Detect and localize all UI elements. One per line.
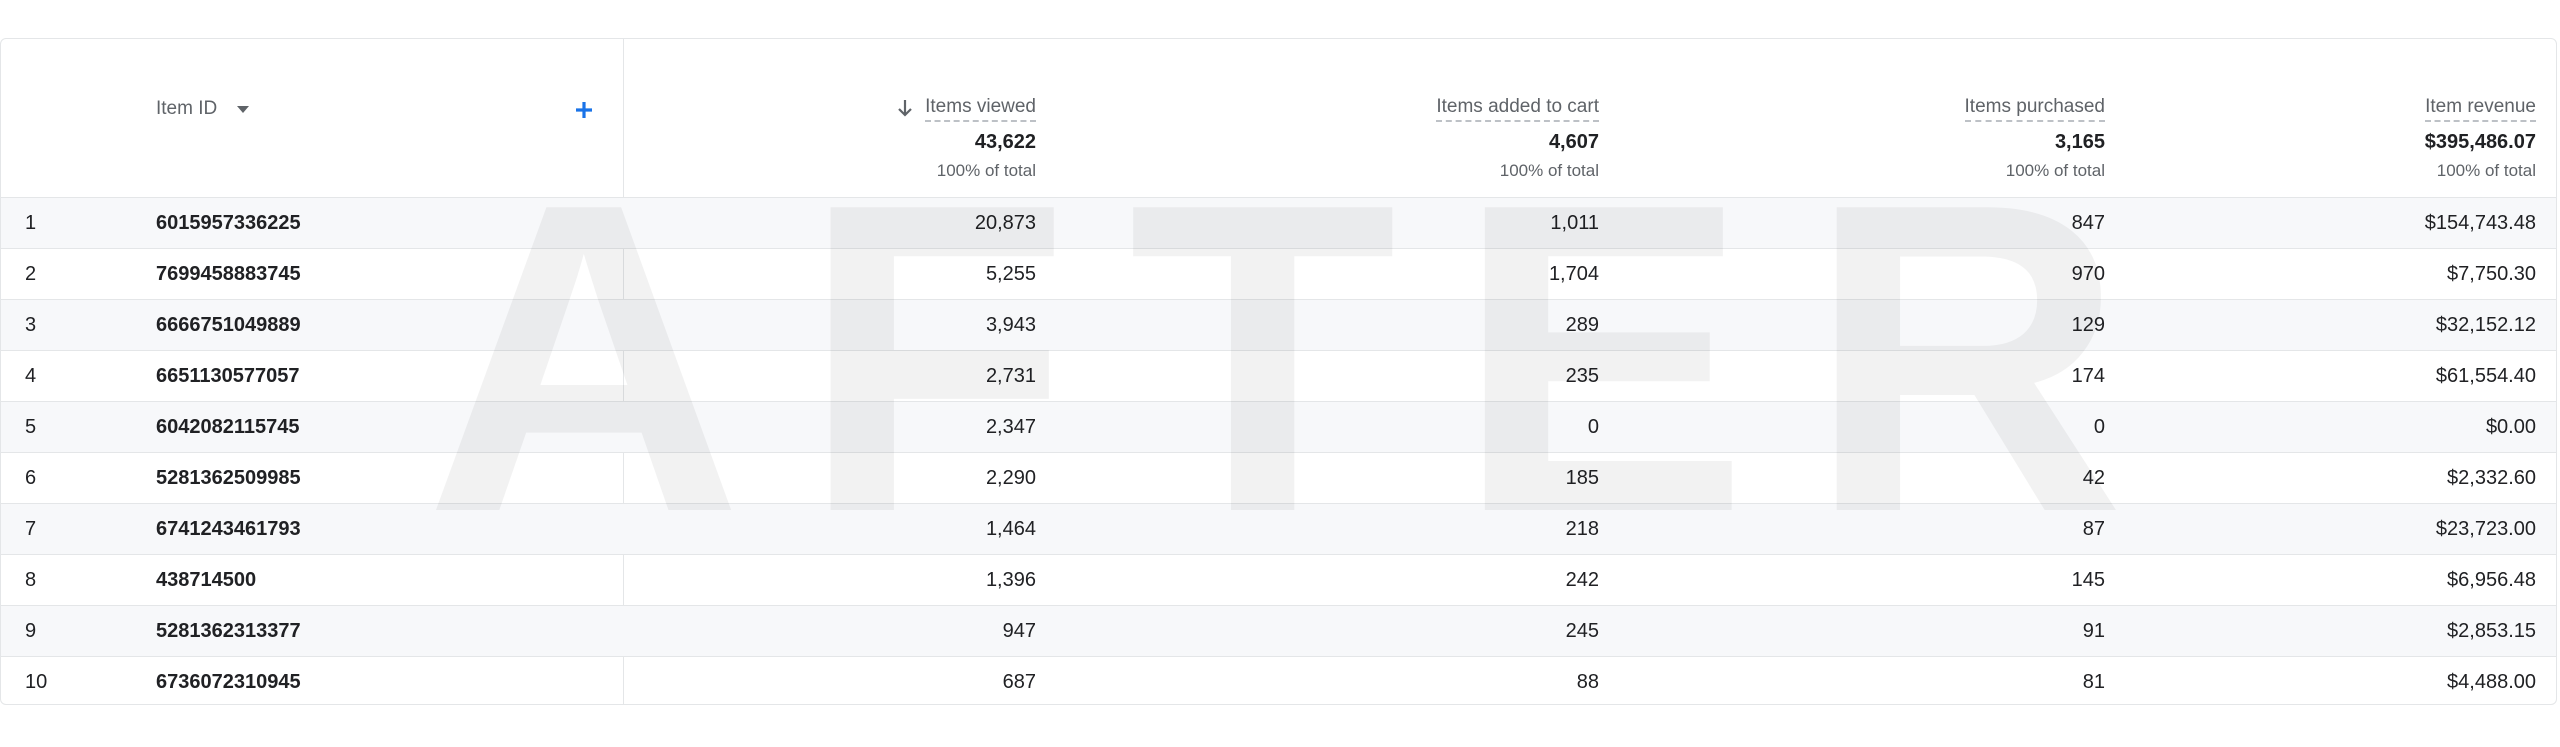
metric-value: $7,750.30 [2447, 263, 2536, 285]
column-header[interactable]: Item ID [156, 98, 218, 119]
metric-value: 1,704 [1548, 263, 1599, 285]
row-index: 10 [25, 671, 48, 693]
item-id: 6015957336225 [156, 212, 301, 234]
total-value: $395,486.07 [2424, 131, 2536, 153]
item-id: 6651130577057 [156, 365, 300, 387]
row-index: 6 [25, 467, 37, 489]
add-dimension-button[interactable] [573, 99, 595, 121]
table-row: 5 6042082115745 2,347 0 0 $0.00 [1, 401, 2556, 452]
metric-value: 0 [2093, 416, 2105, 438]
metric-value: 2,347 [985, 416, 1036, 438]
metric-value: 218 [1565, 518, 1599, 540]
dropdown-icon[interactable] [235, 103, 251, 115]
metric-value: 88 [1576, 671, 1599, 693]
metric-value: 174 [2071, 365, 2105, 387]
metric-value: 245 [1565, 620, 1599, 642]
row-index: 9 [25, 620, 37, 642]
metric-value: 847 [2071, 212, 2105, 234]
metric-value: 1,464 [985, 518, 1036, 540]
item-id: 6042082115745 [156, 416, 300, 438]
row-index: 7 [25, 518, 37, 540]
item-id: 6666751049889 [156, 314, 301, 336]
metric-value: 289 [1565, 314, 1599, 336]
metric-value: 1,011 [1550, 212, 1599, 234]
column-header[interactable]: Items viewed [925, 95, 1036, 122]
row-index: 1 [25, 212, 37, 234]
table-row: 4 6651130577057 2,731 235 174 $61,554.40 [1, 350, 2556, 401]
metric-value: $23,723.00 [2435, 518, 2536, 540]
total-note: 100% of total [1499, 161, 1599, 180]
table-row: 10 6736072310945 687 88 81 $4,488.00 [1, 656, 2556, 704]
metric-value: 242 [1565, 569, 1599, 591]
item-id: 6741243461793 [156, 518, 301, 540]
metric-value: $2,332.60 [2447, 467, 2536, 489]
metric-value: 235 [1565, 365, 1599, 387]
metric-value: 87 [2082, 518, 2105, 540]
metric-value: 687 [1002, 671, 1036, 693]
metric-value: 42 [2082, 467, 2105, 489]
table-row: 7 6741243461793 1,464 218 87 $23,723.00 [1, 503, 2556, 554]
metric-value: $2,853.15 [2447, 620, 2536, 642]
metric-value: 20,873 [974, 212, 1036, 234]
metric-value: 91 [2082, 620, 2105, 642]
metric-value: $61,554.40 [2435, 365, 2536, 387]
column-header[interactable]: Items purchased [1964, 95, 2105, 122]
table-row: 8 438714500 1,396 242 145 $6,956.48 [1, 554, 2556, 605]
table: Item ID Items viewed 43,622 100% of total It… [0, 38, 2557, 705]
row-index: 4 [25, 365, 37, 387]
row-index: 2 [25, 263, 37, 285]
table-row: 1 6015957336225 20,873 1,011 847 $154,743.48 [1, 197, 2556, 248]
row-index: 8 [25, 569, 37, 591]
row-index: 3 [25, 314, 37, 336]
sort-icon[interactable] [897, 98, 913, 118]
item-id: 7699458883745 [156, 263, 301, 285]
metric-value: 81 [2082, 671, 2105, 693]
metric-value: $154,743.48 [2424, 212, 2536, 234]
metric-value: $6,956.48 [2447, 569, 2536, 591]
metric-value: 2,290 [985, 467, 1036, 489]
metric-value: 185 [1565, 467, 1599, 489]
total-note: 100% of total [936, 161, 1036, 180]
total-value: 4,607 [1548, 131, 1599, 153]
row-index: 5 [25, 416, 37, 438]
table-row: 3 6666751049889 3,943 289 129 $32,152.12 [1, 299, 2556, 350]
metric-value: 970 [2071, 263, 2105, 285]
table-row: 6 5281362509985 2,290 185 42 $2,332.60 [1, 452, 2556, 503]
total-note: 100% of total [2436, 161, 2536, 180]
metric-value: 947 [1002, 620, 1036, 642]
total-note: 100% of total [2005, 161, 2105, 180]
table-row: 2 7699458883745 5,255 1,704 970 $7,750.30 [1, 248, 2556, 299]
item-id: 5281362313377 [156, 620, 301, 642]
metric-value: 129 [2071, 314, 2105, 336]
metric-value: 2,731 [985, 365, 1036, 387]
metric-value: 3,943 [985, 314, 1036, 336]
total-value: 43,622 [974, 131, 1036, 153]
total-value: 3,165 [2054, 131, 2105, 153]
item-id: 438714500 [156, 569, 257, 591]
metric-value: 5,255 [985, 263, 1036, 285]
metric-value: $32,152.12 [2435, 314, 2536, 336]
metric-value: 1,396 [985, 569, 1036, 591]
column-header[interactable]: Items added to cart [1436, 95, 1599, 122]
item-id: 6736072310945 [156, 671, 301, 693]
table-row: 9 5281362313377 947 245 91 $2,853.15 [1, 605, 2556, 656]
metric-value: $4,488.00 [2447, 671, 2536, 693]
item-id: 5281362509985 [156, 467, 301, 489]
column-divider [623, 39, 624, 704]
metric-value: $0.00 [2485, 416, 2536, 438]
metric-value: 0 [1587, 416, 1599, 438]
metric-value: 145 [2071, 569, 2105, 591]
column-header[interactable]: Item revenue [2425, 95, 2536, 122]
